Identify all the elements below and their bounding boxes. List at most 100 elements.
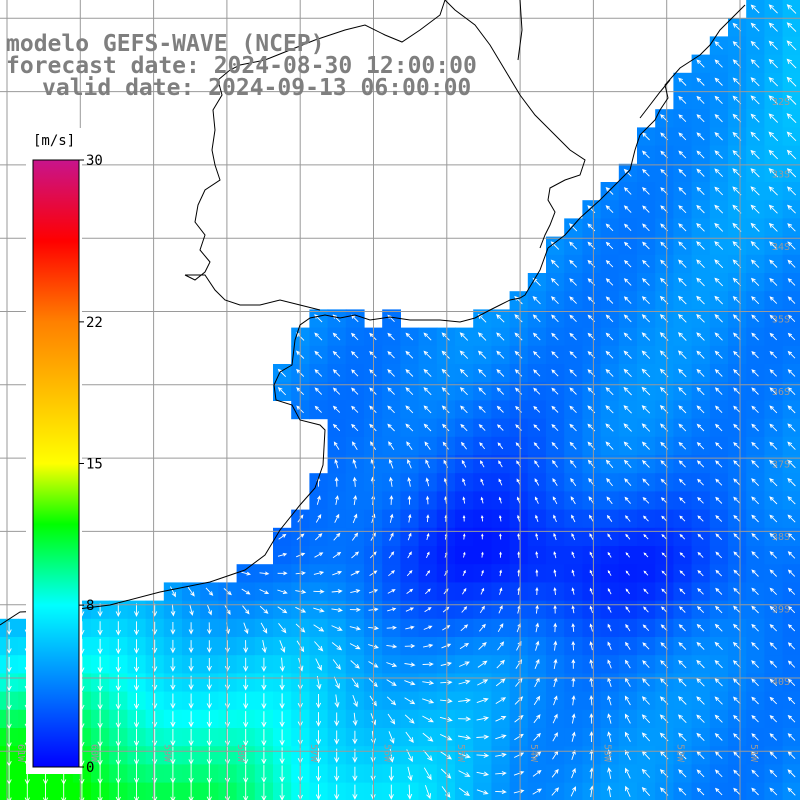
wind-arrow bbox=[714, 368, 723, 377]
wind-arrow bbox=[351, 369, 359, 377]
wind-arrow bbox=[624, 659, 631, 669]
wind-arrow bbox=[261, 765, 267, 783]
wind-arrow bbox=[625, 641, 631, 650]
coastline bbox=[0, 0, 746, 626]
wind-arrow bbox=[787, 751, 796, 760]
wind-arrow bbox=[605, 296, 614, 304]
wind-arrow bbox=[624, 478, 632, 487]
wind-arrow bbox=[751, 350, 759, 359]
wind-cell bbox=[782, 327, 800, 347]
wind-arrow bbox=[786, 76, 797, 87]
wind-arrow bbox=[440, 661, 453, 667]
wind-arrow bbox=[535, 569, 539, 577]
wind-arrow bbox=[387, 713, 396, 725]
wind-arrow bbox=[625, 570, 630, 576]
wind-arrow bbox=[751, 551, 759, 559]
wind-arrow bbox=[423, 750, 433, 762]
wind-arrow bbox=[696, 714, 705, 723]
wind-cell bbox=[691, 782, 711, 800]
longitude-label: 60W bbox=[88, 744, 99, 763]
wind-arrow bbox=[678, 659, 687, 669]
wind-arrow bbox=[349, 643, 361, 650]
wind-arrow bbox=[787, 587, 796, 595]
wind-arrow bbox=[605, 368, 614, 377]
wind-arrow bbox=[642, 223, 650, 232]
wind-arrow bbox=[534, 460, 540, 468]
wind-arrow bbox=[332, 551, 342, 559]
wind-arrow bbox=[388, 441, 395, 451]
wind-arrow bbox=[458, 698, 472, 703]
wind-arrow bbox=[605, 278, 614, 286]
wind-arrow bbox=[462, 514, 466, 522]
wind-arrow bbox=[476, 753, 490, 758]
wind-arrow bbox=[678, 405, 687, 414]
wind-arrow bbox=[679, 497, 686, 504]
wind-arrow bbox=[787, 278, 796, 286]
wind-arrow bbox=[715, 515, 723, 522]
wind-arrow bbox=[514, 387, 523, 395]
wind-arrow bbox=[751, 678, 759, 687]
wind-arrow bbox=[715, 587, 723, 595]
wind-cell bbox=[782, 236, 800, 256]
wind-arrow bbox=[678, 478, 686, 486]
wind-arrow bbox=[623, 296, 632, 304]
wind-cell bbox=[782, 163, 800, 183]
wind-arrow bbox=[423, 423, 432, 432]
wind-arrow bbox=[589, 713, 594, 724]
wind-arrow bbox=[459, 661, 470, 667]
wind-arrow bbox=[769, 714, 778, 723]
wind-arrow bbox=[458, 716, 472, 722]
wind-arrow bbox=[623, 205, 632, 213]
wind-arrow bbox=[641, 405, 651, 414]
wind-arrow bbox=[750, 222, 760, 232]
wind-arrow bbox=[751, 714, 759, 723]
wind-arrow bbox=[751, 369, 759, 377]
wind-arrow bbox=[458, 787, 470, 797]
wind-arrow bbox=[697, 551, 704, 558]
wind-arrow bbox=[751, 423, 759, 432]
wind-arrow bbox=[696, 77, 705, 86]
wind-arrow bbox=[551, 768, 559, 778]
wind-arrow bbox=[751, 496, 760, 505]
wind-arrow bbox=[605, 223, 614, 232]
wind-arrow bbox=[678, 114, 687, 123]
wind-arrow bbox=[641, 332, 651, 341]
wind-arrow bbox=[498, 496, 502, 504]
wind-arrow bbox=[643, 606, 649, 613]
wind-arrow bbox=[787, 787, 796, 796]
wind-arrow bbox=[623, 223, 632, 232]
wind-arrow bbox=[499, 587, 503, 595]
wind-arrow bbox=[733, 423, 741, 432]
wind-arrow bbox=[714, 113, 723, 123]
wind-arrow bbox=[787, 569, 796, 577]
wind-arrow bbox=[425, 495, 430, 505]
wind-arrow bbox=[696, 678, 705, 687]
wind-arrow bbox=[768, 22, 778, 32]
wind-arrow bbox=[769, 532, 778, 541]
wind-arrow bbox=[169, 586, 176, 598]
wind-arrow bbox=[787, 241, 796, 250]
wind-arrow bbox=[696, 368, 705, 377]
wind-arrow bbox=[405, 350, 414, 359]
wind-arrow bbox=[351, 551, 360, 559]
wind-arrow bbox=[316, 495, 321, 505]
wind-arrow bbox=[441, 332, 450, 341]
wind-arrow bbox=[552, 496, 558, 505]
wind-cell bbox=[782, 200, 800, 219]
wind-cell bbox=[728, 782, 747, 800]
wind-arrow bbox=[660, 606, 668, 613]
wind-arrow bbox=[769, 259, 778, 268]
wind-arrow bbox=[115, 603, 121, 618]
wind-cell bbox=[782, 418, 800, 438]
wind-arrow bbox=[315, 712, 322, 727]
wind-arrow bbox=[404, 662, 416, 667]
wind-arrow bbox=[751, 660, 760, 669]
wind-arrow bbox=[6, 656, 12, 673]
wind-arrow bbox=[115, 692, 121, 710]
wind-arrow bbox=[97, 656, 103, 674]
wind-arrow bbox=[786, 149, 797, 160]
wind-arrow bbox=[641, 678, 650, 687]
wind-arrow bbox=[352, 458, 357, 469]
wind-arrow bbox=[115, 674, 121, 692]
wind-cell bbox=[782, 582, 800, 602]
